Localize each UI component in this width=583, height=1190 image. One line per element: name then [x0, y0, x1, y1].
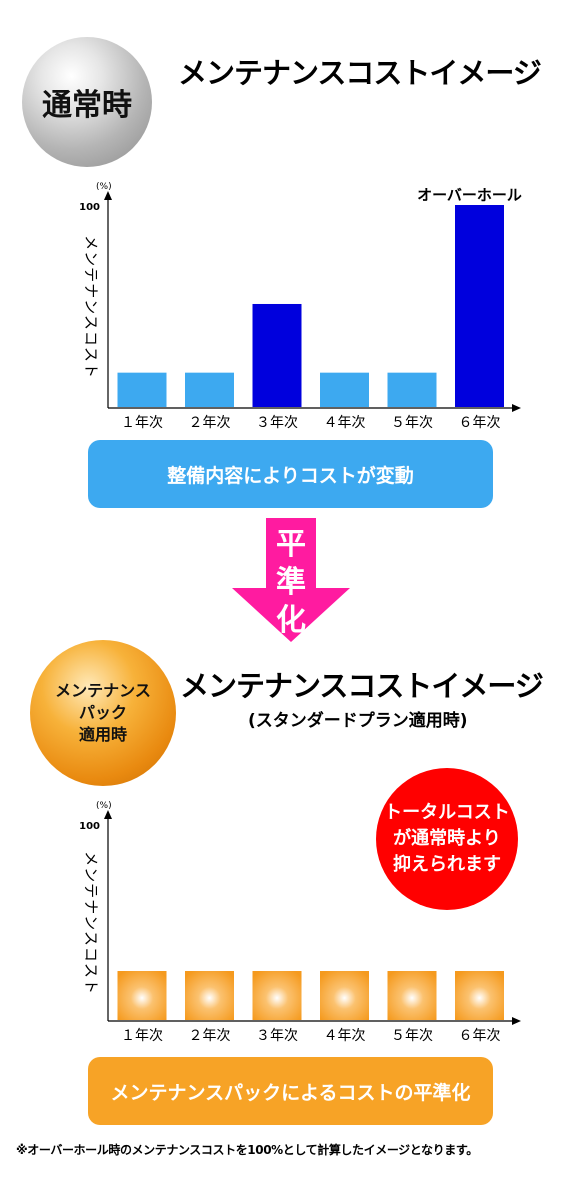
arrow-char-2: 準 — [276, 565, 306, 600]
badge-line-3: 適用時 — [78, 725, 127, 744]
callout-line-3: 抑えられます — [392, 854, 501, 875]
bottom-subtitle: (スタンダードプラン適用時) — [248, 711, 468, 731]
y-axis-label: メンテナンスコスト — [82, 235, 100, 379]
down-arrow-shape — [232, 518, 350, 642]
y-unit-label: (%) — [96, 182, 112, 192]
bar-2 — [185, 372, 234, 407]
x-tick-label-1: １年次 — [121, 415, 163, 431]
bar-6 — [455, 971, 504, 1020]
bar-5 — [387, 971, 437, 1020]
top-title: メンテナンスコストイメージ — [178, 56, 542, 90]
x-tick-label-5: ５年次 — [391, 415, 433, 431]
bar-1 — [117, 971, 167, 1020]
x-tick-label-6: ６年次 — [459, 1028, 501, 1044]
overhaul-annotation: オーバーホール — [417, 186, 522, 204]
x-tick-label-2: ２年次 — [189, 1028, 231, 1044]
y-tick-label: 100 — [79, 202, 100, 213]
callout-line-2: が通常時より — [393, 828, 501, 849]
y-axis-label: メンテナンスコスト — [82, 851, 100, 995]
top-banner: 整備内容によりコストが変動 — [88, 440, 493, 508]
x-tick-label-6: ６年次 — [459, 415, 501, 431]
badge-line-2: パック — [78, 703, 127, 722]
bottom-banner-label: メンテナンスパックによるコストの平準化 — [110, 1081, 471, 1104]
bar-6 — [455, 205, 504, 407]
badge-line-1: メンテナンス — [55, 681, 151, 700]
bar-4 — [320, 372, 369, 407]
bar-5 — [387, 372, 437, 407]
maintenance-pack-badge: メンテナンス パック 適用時 — [30, 640, 176, 786]
arrow-char-1: 平 — [276, 527, 306, 562]
y-axis-arrowhead — [104, 191, 112, 200]
x-axis-arrowhead — [512, 404, 521, 412]
top-banner-label: 整備内容によりコストが変動 — [167, 464, 414, 487]
normal-time-badge-label: 通常時 — [42, 88, 132, 123]
y-unit-label: (%) — [96, 801, 112, 811]
y-tick-label: 100 — [79, 821, 100, 832]
top-chart: (%) 100 メンテナンスコスト １年次 ２年次 ３年次 ４年次 ５年次 ６年次 オーバーホール — [79, 182, 522, 431]
bottom-chart: (%) 100 メンテナンスコスト １年次 ２年次 ３年次 ４年次 ５年次 ６年次 — [79, 801, 521, 1044]
x-tick-label-3: ３年次 — [256, 415, 298, 431]
normal-time-badge: 通常時 — [22, 37, 152, 167]
x-tick-label-1: １年次 — [121, 1028, 163, 1044]
x-tick-label-2: ２年次 — [189, 415, 231, 431]
bar-2 — [185, 971, 234, 1020]
bar-4 — [320, 971, 369, 1020]
x-tick-label-5: ５年次 — [391, 1028, 433, 1044]
arrow-char-3: 化 — [276, 603, 306, 638]
x-axis-arrowhead — [512, 1017, 521, 1025]
x-tick-label-4: ４年次 — [324, 415, 366, 431]
x-tick-label-4: ４年次 — [324, 1028, 366, 1044]
down-arrow — [232, 518, 350, 642]
callout-line-1: トータルコスト — [384, 802, 510, 823]
footnote: ※オーバーホール時のメンテナンスコストを100%として計算したイメージとなります… — [16, 1143, 478, 1157]
bar-3 — [252, 971, 302, 1020]
bar-3 — [252, 303, 302, 407]
bottom-banner: メンテナンスパックによるコストの平準化 — [88, 1057, 493, 1125]
cost-callout: トータルコスト が通常時より 抑えられます — [376, 768, 518, 910]
bar-1 — [117, 372, 167, 407]
bottom-title: メンテナンスコストイメージ — [180, 669, 544, 703]
x-tick-label-3: ３年次 — [256, 1028, 298, 1044]
arrow-label: 平 準 化 — [266, 526, 316, 640]
y-axis-arrowhead — [104, 810, 112, 819]
